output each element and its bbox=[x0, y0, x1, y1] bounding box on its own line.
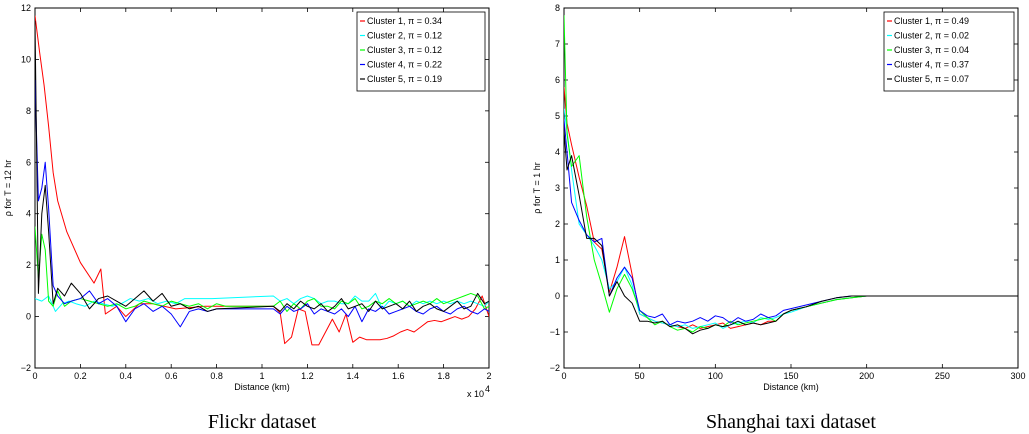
y-tick-label: −2 bbox=[550, 363, 560, 373]
legend-entry-cluster-4: Cluster 4, π = 0.37 bbox=[894, 60, 969, 70]
x-tick-label: 300 bbox=[1010, 371, 1025, 381]
legend-entry-cluster-2: Cluster 2, π = 0.12 bbox=[367, 31, 442, 41]
x-tick-label: 250 bbox=[935, 371, 950, 381]
legend-entry-cluster-4: Cluster 4, π = 0.22 bbox=[367, 60, 442, 70]
x-multiplier-exponent: 4 bbox=[485, 384, 490, 394]
legend: Cluster 1, π = 0.49 Cluster 2, π = 0.02 Cl… bbox=[883, 11, 1015, 92]
series-line-cluster-4 bbox=[564, 119, 1018, 326]
y-tick-label: −2 bbox=[21, 363, 31, 373]
x-tick-label: 50 bbox=[635, 371, 645, 381]
x-tick-label: 1.8 bbox=[437, 371, 450, 381]
x-tick-label: 0.4 bbox=[120, 371, 133, 381]
y-tick-label: 3 bbox=[555, 183, 560, 193]
series-line-cluster-5 bbox=[564, 130, 1018, 335]
x-tick-label: 0.8 bbox=[210, 371, 223, 381]
x-multiplier-label: x 10 bbox=[467, 389, 484, 399]
y-tick-label: 7 bbox=[555, 39, 560, 49]
x-tick-label: 0.2 bbox=[74, 371, 87, 381]
x-tick-label: 1 bbox=[259, 371, 264, 381]
y-tick-label: 0 bbox=[26, 312, 31, 322]
y-tick-label: 5 bbox=[555, 111, 560, 121]
series-group bbox=[564, 15, 1018, 335]
series-group bbox=[35, 15, 489, 346]
x-tick-label: 0 bbox=[561, 371, 566, 381]
legend-entry-cluster-2: Cluster 2, π = 0.02 bbox=[894, 31, 969, 41]
legend-box bbox=[883, 11, 1015, 92]
x-tick-label: 2 bbox=[486, 371, 491, 381]
y-tick-label: −1 bbox=[550, 327, 560, 337]
y-tick-label: 2 bbox=[555, 219, 560, 229]
series-line-cluster-4 bbox=[35, 79, 489, 328]
chart-caption: Shanghai taxi dataset bbox=[706, 411, 876, 433]
legend-entry-cluster-5: Cluster 5, π = 0.07 bbox=[894, 74, 969, 84]
y-tick-label: 8 bbox=[555, 3, 560, 13]
legend-entry-cluster-3: Cluster 3, π = 0.12 bbox=[367, 45, 442, 55]
y-axis-label: ρ for T = 1 hr bbox=[532, 162, 542, 214]
legend-entry-cluster-1: Cluster 1, π = 0.34 bbox=[367, 16, 442, 26]
legend-entry-cluster-5: Cluster 5, π = 0.19 bbox=[367, 74, 442, 84]
x-axis-label: Distance (km) bbox=[234, 382, 290, 392]
series-line-cluster-5 bbox=[35, 20, 489, 312]
x-axis-label: Distance (km) bbox=[763, 382, 819, 392]
y-tick-label: 1 bbox=[555, 255, 560, 265]
y-tick-label: 12 bbox=[21, 3, 31, 13]
y-tick-label: 10 bbox=[21, 54, 31, 64]
y-tick-label: 0 bbox=[555, 291, 560, 301]
shanghai-taxi-chart: 0 50 100 150 200 250 300 −2 −1 0 1 2 3 4 5 6 7 8 Distance … bbox=[532, 3, 1026, 433]
chart-caption: Flickr dataset bbox=[208, 411, 317, 433]
x-tick-label: 1.6 bbox=[392, 371, 405, 381]
series-line-cluster-3 bbox=[35, 226, 489, 312]
legend-entry-cluster-3: Cluster 3, π = 0.04 bbox=[894, 45, 969, 55]
legend-box bbox=[356, 11, 486, 92]
series-line-cluster-1 bbox=[35, 15, 489, 346]
y-tick-label: 6 bbox=[555, 75, 560, 85]
x-tick-label: 1.4 bbox=[347, 371, 360, 381]
y-tick-label: 2 bbox=[26, 260, 31, 270]
x-tick-label: 0.6 bbox=[165, 371, 178, 381]
y-tick-label: 4 bbox=[26, 209, 31, 219]
series-line-cluster-2 bbox=[35, 292, 489, 312]
x-tick-label: 0 bbox=[32, 371, 37, 381]
y-tick-label: 4 bbox=[555, 147, 560, 157]
y-tick-label: 6 bbox=[26, 157, 31, 167]
x-tick-label: 1.2 bbox=[301, 371, 314, 381]
y-axis-label: ρ for T = 12 hr bbox=[3, 160, 13, 217]
flickr-chart: 0 0.2 0.4 0.6 0.8 1 1.2 1.4 1.6 1.8 2−2024681012x … bbox=[3, 3, 492, 433]
x-tick-label: 100 bbox=[708, 371, 723, 381]
legend-entry-cluster-1: Cluster 1, π = 0.49 bbox=[894, 16, 969, 26]
x-tick-label: 200 bbox=[859, 371, 874, 381]
series-line-cluster-3 bbox=[564, 15, 1018, 333]
x-tick-label: 150 bbox=[783, 371, 798, 381]
y-tick-label: 8 bbox=[26, 106, 31, 116]
legend: Cluster 1, π = 0.34 Cluster 2, π = 0.12 Cl… bbox=[356, 11, 486, 92]
